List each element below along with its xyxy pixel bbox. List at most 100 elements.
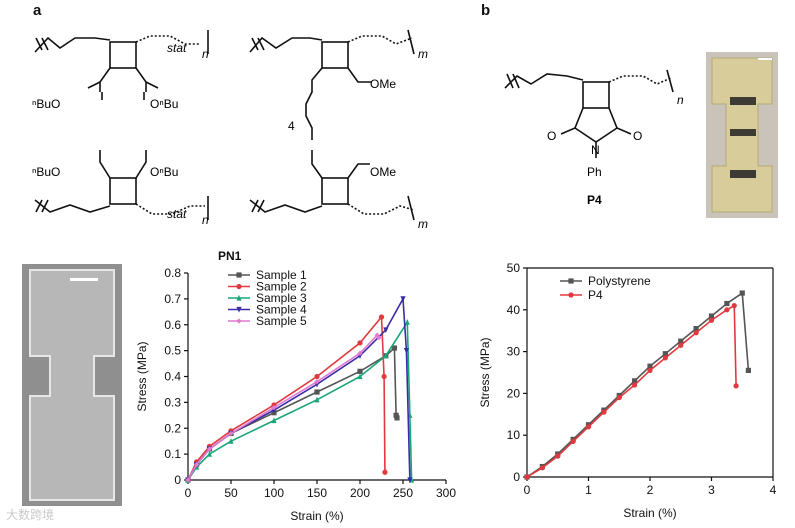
data-point <box>662 355 668 361</box>
y-axis-label: Stress (MPa) <box>135 341 149 411</box>
sample-photo-p4 <box>706 52 778 218</box>
data-point <box>357 350 363 356</box>
data-point <box>724 300 730 307</box>
chart1-title: PN1 <box>218 249 242 263</box>
legend-label: Polystyrene <box>588 274 651 288</box>
data-point <box>194 461 200 468</box>
chem-structure-a: stat n m ⁿBuO OⁿBu OMe 4 ⁿBuO OⁿBu OMe s… <box>32 29 428 231</box>
x-tick-label: 300 <box>436 486 456 500</box>
chem-a-buo-bottom: ⁿBuO <box>32 165 60 179</box>
data-point <box>271 417 277 424</box>
legend-label: Sample 4 <box>256 303 307 317</box>
data-point <box>357 340 363 346</box>
x-tick-label: 2 <box>647 483 654 497</box>
data-point <box>678 342 684 348</box>
chem-b-o-left: O <box>547 129 556 143</box>
data-point <box>357 373 363 380</box>
data-point <box>616 394 622 401</box>
chem-b-ph: Ph <box>587 165 602 179</box>
chem-a-m-top: m <box>418 47 428 61</box>
data-point <box>407 477 413 484</box>
data-point <box>314 389 320 395</box>
legend-label: P4 <box>588 288 603 302</box>
legend-marker <box>236 306 242 313</box>
data-point <box>708 313 715 319</box>
data-point <box>394 415 400 421</box>
data-point <box>314 373 320 380</box>
chem-structure-b: n O O N Ph P4 <box>504 69 684 207</box>
data-point <box>391 345 397 351</box>
series-line <box>526 304 737 478</box>
data-point <box>185 477 191 483</box>
data-point <box>632 378 638 384</box>
data-point <box>585 424 592 430</box>
data-point <box>724 307 730 313</box>
chem-b-n-subscript: n <box>677 93 684 107</box>
data-point <box>383 352 389 359</box>
legend-marker <box>568 292 574 298</box>
data-point <box>374 332 380 338</box>
data-point <box>739 290 745 296</box>
x-axis-label: Strain (%) <box>290 509 343 523</box>
x-tick-label: 200 <box>350 486 370 500</box>
chem-a-stat-bottom: stat <box>167 207 187 221</box>
data-point <box>647 363 653 369</box>
data-point <box>745 367 751 374</box>
chem-a-n-top: n <box>202 47 209 61</box>
series-p4 <box>524 303 739 480</box>
chart-axes <box>184 272 447 484</box>
y-tick-label: 30 <box>507 345 521 359</box>
data-point <box>601 409 607 415</box>
chem-b-o-right: O <box>633 129 642 143</box>
data-point <box>228 430 234 437</box>
series-line <box>526 291 750 478</box>
x-tick-label: 150 <box>307 486 327 500</box>
data-point <box>733 383 739 389</box>
y-tick-label: 0.8 <box>164 266 181 280</box>
x-tick-label: 250 <box>393 486 413 500</box>
chem-a-obu-bottom: OⁿBu <box>150 165 178 179</box>
data-point <box>381 373 387 380</box>
chem-a-stat-top: stat <box>167 41 187 55</box>
data-point <box>206 451 213 457</box>
data-point <box>314 396 320 403</box>
data-point <box>383 327 389 334</box>
data-point <box>662 351 668 357</box>
x-tick-label: 1 <box>585 483 592 497</box>
watermark: 大数跨境 <box>6 508 55 522</box>
x-tick-label: 0 <box>185 486 192 500</box>
data-point <box>678 338 684 344</box>
x-tick-label: 100 <box>264 486 284 500</box>
y-tick-label: 0 <box>513 470 520 484</box>
x-tick-label: 0 <box>524 483 531 497</box>
series-line <box>187 314 386 481</box>
data-point <box>400 296 406 302</box>
data-point <box>555 453 561 459</box>
data-point <box>228 438 234 444</box>
x-tick-label: 3 <box>708 483 715 497</box>
legend-marker <box>568 278 574 284</box>
chem-a-m-bottom: m <box>418 217 428 231</box>
y-axis-label: Stress (MPa) <box>478 337 492 407</box>
legend-marker <box>236 283 242 290</box>
y-tick-label: 0.6 <box>164 318 181 332</box>
chem-a-ome-top: OMe <box>370 77 396 91</box>
chem-a-buo-top: ⁿBuO <box>32 97 60 111</box>
y-tick-label: 0.2 <box>164 421 181 435</box>
chem-a-obu-top: OⁿBu <box>150 97 178 111</box>
sample-photo-pn1 <box>22 264 122 506</box>
data-point <box>524 474 530 480</box>
legend-label: Sample 3 <box>256 291 307 305</box>
legend-marker <box>236 318 242 324</box>
data-point <box>357 368 363 374</box>
data-point <box>647 367 653 374</box>
x-tick-label: 50 <box>224 486 238 500</box>
data-point <box>376 335 382 341</box>
legend-label: Sample 1 <box>256 268 307 282</box>
data-point <box>378 314 385 320</box>
data-point <box>404 319 410 325</box>
chart-axes <box>523 267 774 481</box>
legend-label: Sample 5 <box>256 314 307 328</box>
y-tick-label: 50 <box>507 261 521 275</box>
